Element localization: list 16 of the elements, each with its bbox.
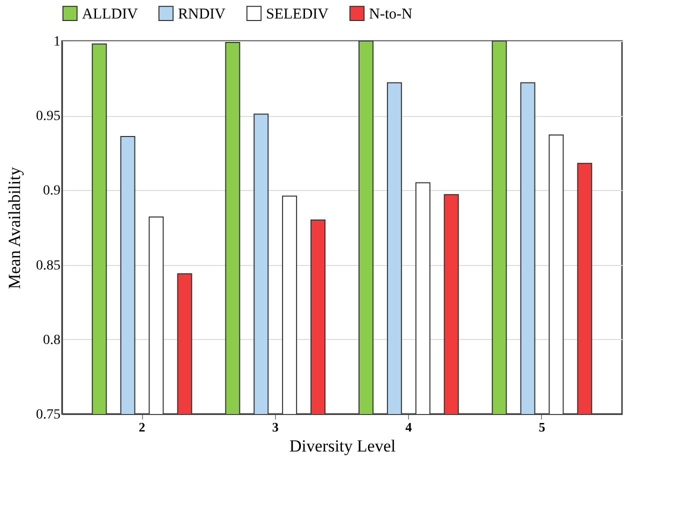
x-axis-title: Diversity Level — [289, 436, 396, 456]
y-tick-label: 0.8 — [43, 332, 60, 348]
legend-label: N-to-N — [369, 6, 412, 22]
y-tick-label: 0.9 — [43, 184, 60, 199]
x-tick-label: 2 — [138, 420, 146, 434]
legend-label: RNDIV — [178, 6, 226, 22]
y-tick-label: 1 — [54, 34, 60, 50]
x-tick-label: 5 — [538, 420, 546, 434]
y-tick-label: 0.85 — [36, 258, 60, 274]
y-axis-title: Mean Availability — [5, 166, 24, 289]
y-tick-label: 0.75 — [36, 408, 60, 422]
x-tick-label: 3 — [272, 420, 280, 434]
y-tick-label: 0.95 — [36, 109, 60, 124]
x-tick-label: 4 — [405, 420, 412, 434]
legend-label: SELEDIV — [266, 6, 329, 22]
legend-label: ALLDIV — [82, 6, 138, 22]
